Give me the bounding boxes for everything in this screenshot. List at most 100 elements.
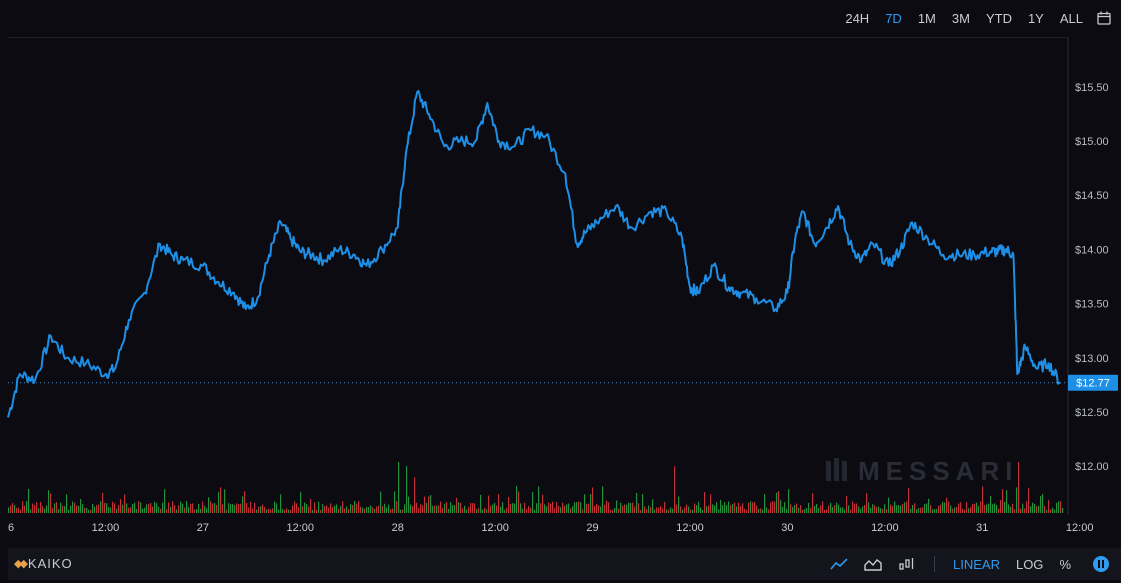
volume-bar [622, 505, 624, 513]
volume-bar [954, 507, 956, 513]
volume-bar [506, 508, 508, 513]
volume-bar [988, 503, 990, 513]
volume-bar [828, 505, 830, 513]
volume-bar [998, 508, 1000, 513]
range-1m-button[interactable]: 1M [917, 10, 936, 26]
volume-bar [98, 504, 100, 513]
volume-bar [492, 504, 494, 513]
volume-bar [212, 503, 214, 513]
volume-bar [850, 509, 852, 513]
candlestick-icon[interactable] [898, 557, 916, 571]
price-chart[interactable]: MESSARI $15.50$15.00$14.50$14.00$13.50$1… [0, 0, 1121, 548]
volume-bar [898, 504, 900, 513]
line-chart-icon[interactable] [830, 557, 848, 571]
volume-bar [962, 508, 964, 513]
volume-bar [340, 505, 342, 513]
range-3m-button[interactable]: 3M [951, 10, 970, 26]
volume-bar [150, 503, 152, 513]
volume-bar [400, 509, 402, 513]
volume-bar [118, 505, 120, 513]
volume-bar [170, 506, 172, 513]
volume-bar [122, 504, 124, 513]
volume-bar [114, 503, 116, 513]
volume-bar [1034, 503, 1036, 513]
volume-bar [994, 503, 996, 513]
volume-bar [598, 505, 600, 513]
volume-bar [120, 499, 122, 513]
volume-bar [578, 501, 580, 513]
volume-bar [996, 504, 998, 513]
volume-bar [388, 504, 390, 513]
volume-bar [476, 509, 478, 513]
volume-bar [920, 507, 922, 513]
volume-bar [826, 509, 828, 513]
volume-bar [676, 504, 678, 513]
volume-bar [226, 509, 228, 513]
volume-bar [92, 503, 94, 513]
volume-bar [702, 509, 704, 513]
range-24h-button[interactable]: 24H [845, 10, 870, 26]
volume-bar [942, 501, 944, 513]
volume-bar [208, 497, 210, 513]
range-all-button[interactable]: ALL [1059, 10, 1083, 26]
volume-bar [870, 507, 872, 513]
volume-bar [580, 502, 582, 513]
volume-bar [922, 507, 924, 513]
volume-bar [1032, 502, 1034, 513]
volume-bar [1020, 508, 1022, 513]
volume-bar [646, 509, 648, 513]
range-ytd-button[interactable]: YTD [985, 10, 1012, 26]
volume-bar [944, 502, 946, 513]
volume-bar [440, 501, 442, 513]
volume-bar [974, 503, 976, 513]
scale-linear-button[interactable]: LINEAR [953, 556, 1000, 572]
volume-bar [918, 508, 920, 513]
volume-bar [180, 501, 182, 513]
calendar-icon[interactable] [1097, 11, 1111, 25]
volume-bar [358, 501, 360, 513]
price-axis: $15.50 $15.00 $14.50 $14.00 $13.50 $13.00 $12.… [1075, 82, 1109, 473]
volume-bar [590, 494, 592, 513]
volume-bar [168, 502, 170, 513]
volume-bar [142, 508, 144, 513]
volume-bar [190, 503, 192, 513]
volume-bar [432, 505, 434, 513]
volume-bar [384, 503, 386, 513]
volume-bar [516, 485, 518, 513]
volume-bar [276, 503, 278, 513]
volume-bar [112, 501, 114, 513]
volume-bar [558, 505, 560, 513]
volume-bar [110, 507, 112, 513]
volume-bar [644, 506, 646, 513]
volume-bar [1014, 509, 1016, 513]
volume-bar [714, 505, 716, 513]
volume-bar [280, 494, 282, 513]
volume-bar [200, 508, 202, 513]
volume-bar [1052, 507, 1054, 513]
volume-bar [848, 505, 850, 513]
volume-bar [108, 506, 110, 513]
volume-bar [372, 507, 374, 513]
volume-bar [426, 502, 428, 513]
volume-bar [404, 504, 406, 513]
pause-icon[interactable] [1093, 556, 1109, 572]
time-tick-label: 28 [392, 522, 404, 534]
volume-bar [36, 502, 38, 513]
volume-bar [222, 504, 224, 513]
volume-bar [174, 505, 176, 513]
kaiko-brand: KAIKO [27, 556, 73, 571]
range-1y-button[interactable]: 1Y [1027, 10, 1044, 26]
scale-log-button[interactable]: LOG [1015, 556, 1044, 572]
volume-bar [566, 504, 568, 513]
volume-bar [494, 502, 496, 513]
volume-bar [562, 502, 564, 513]
volume-bar [710, 494, 712, 513]
volume-bar [430, 495, 432, 513]
scale-percent-button[interactable]: % [1059, 556, 1071, 572]
range-7d-button[interactable]: 7D [885, 10, 902, 26]
area-chart-icon[interactable] [864, 557, 882, 571]
volume-bar [236, 503, 238, 513]
volume-bar [248, 507, 250, 513]
volume-bar [308, 506, 310, 513]
volume-bar [240, 503, 242, 513]
